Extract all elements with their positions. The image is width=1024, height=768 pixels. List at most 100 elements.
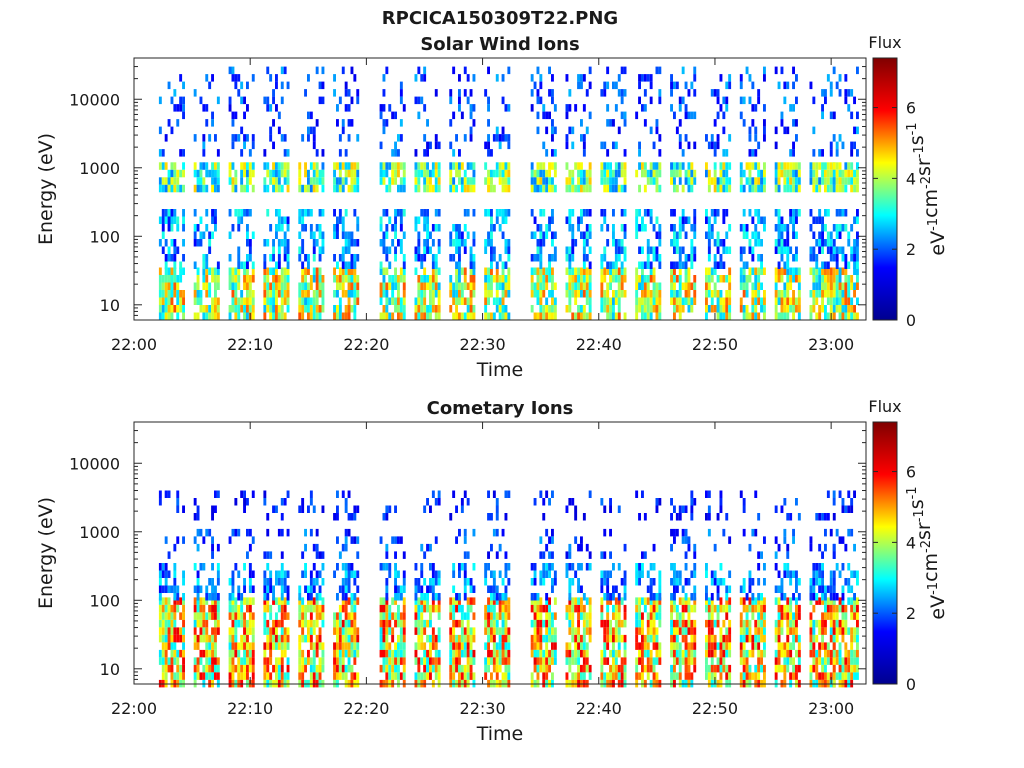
flux-cell (353, 74, 357, 82)
flux-cell (388, 297, 392, 305)
flux-cell (463, 177, 467, 185)
flux-cell (713, 642, 717, 650)
flux-cell (312, 604, 316, 613)
flux-cell (646, 642, 650, 650)
flux-cell (211, 642, 214, 650)
flux-cell (277, 261, 281, 269)
flux-cell (498, 657, 502, 665)
flux-cell (417, 275, 421, 283)
flux-cell (571, 597, 575, 605)
flux-cell (606, 119, 610, 127)
flux-cell (693, 169, 697, 178)
flux-cell (385, 282, 389, 290)
flux-cell (463, 664, 467, 673)
flux-cell (670, 177, 673, 185)
flux-cell (353, 267, 357, 275)
flux-cell (452, 111, 456, 120)
flux-cell (280, 96, 284, 105)
flux-cell (675, 642, 679, 650)
flux-cell (536, 612, 540, 620)
flux-cell (609, 597, 612, 605)
flux-cell (580, 634, 583, 643)
flux-cell (321, 612, 325, 620)
flux-cell (754, 312, 758, 320)
flux-cell (394, 224, 397, 232)
flux-cell (536, 246, 540, 254)
flux-cell (684, 672, 688, 680)
flux-cell (251, 649, 255, 658)
flux-cell (745, 604, 749, 613)
flux-cell (167, 627, 171, 635)
flux-cell (431, 563, 435, 571)
flux-cell (173, 267, 177, 275)
flux-cell (272, 239, 275, 247)
flux-cell (216, 184, 220, 193)
flux-cell (783, 126, 787, 135)
flux-cell (710, 664, 714, 673)
flux-cell (670, 578, 673, 586)
flux-cell (417, 111, 421, 120)
flux-cell (429, 543, 432, 552)
flux-cell (240, 634, 244, 643)
flux-cell (353, 619, 357, 628)
flux-cell (705, 231, 708, 239)
flux-cell (234, 612, 238, 620)
flux-cell (350, 642, 354, 650)
flux-cell (548, 612, 551, 620)
flux-cell (286, 267, 290, 275)
flux-cell (588, 246, 592, 254)
flux-cell (173, 672, 177, 680)
flux-cell (280, 216, 284, 224)
flux-cell (495, 657, 499, 665)
flux-cell (617, 169, 621, 178)
flux-cell (391, 169, 395, 178)
flux-cell (673, 231, 676, 239)
flux-cell (263, 275, 267, 283)
flux-cell (856, 162, 859, 170)
flux-cell (617, 89, 621, 97)
flux-cell (469, 177, 473, 185)
flux-cell (652, 267, 656, 275)
flux-cell (199, 619, 203, 628)
flux-cell (164, 563, 168, 571)
flux-cell (336, 231, 339, 239)
flux-cell (266, 563, 270, 571)
flux-cell (429, 664, 432, 673)
flux-cell (272, 634, 275, 643)
flux-cell (600, 619, 604, 628)
flux-cell (501, 627, 505, 635)
flux-cell (824, 184, 827, 193)
flux-cell (545, 169, 549, 178)
flux-cell (394, 169, 397, 178)
flux-cell (539, 177, 543, 185)
flux-cell (649, 246, 653, 254)
flux-cell (490, 604, 493, 613)
flux-cell (829, 231, 833, 239)
flux-cell (722, 184, 726, 193)
flux-cell (472, 672, 476, 680)
flux-cell (397, 149, 400, 157)
flux-cell (391, 282, 395, 290)
flux-cell (530, 267, 534, 275)
flux-cell (542, 209, 546, 217)
flux-cell (620, 634, 624, 643)
flux-cell (350, 66, 354, 75)
flux-cell (338, 149, 342, 157)
flux-cell (350, 593, 354, 601)
flux-cell (495, 209, 499, 217)
flux-cell (275, 297, 278, 305)
flux-cell (742, 305, 746, 313)
flux-cell (420, 612, 424, 620)
flux-cell (173, 89, 177, 97)
flux-cell (649, 634, 653, 643)
flux-cell (353, 261, 357, 269)
flux-cell (658, 657, 662, 665)
flux-cell (492, 649, 496, 658)
flux-cell (603, 505, 607, 513)
flux-cell (469, 184, 473, 193)
flux-cell (434, 634, 438, 643)
flux-cell (568, 563, 572, 571)
flux-cell (385, 563, 389, 571)
flux-cell (333, 290, 336, 298)
flux-cell (458, 657, 461, 665)
